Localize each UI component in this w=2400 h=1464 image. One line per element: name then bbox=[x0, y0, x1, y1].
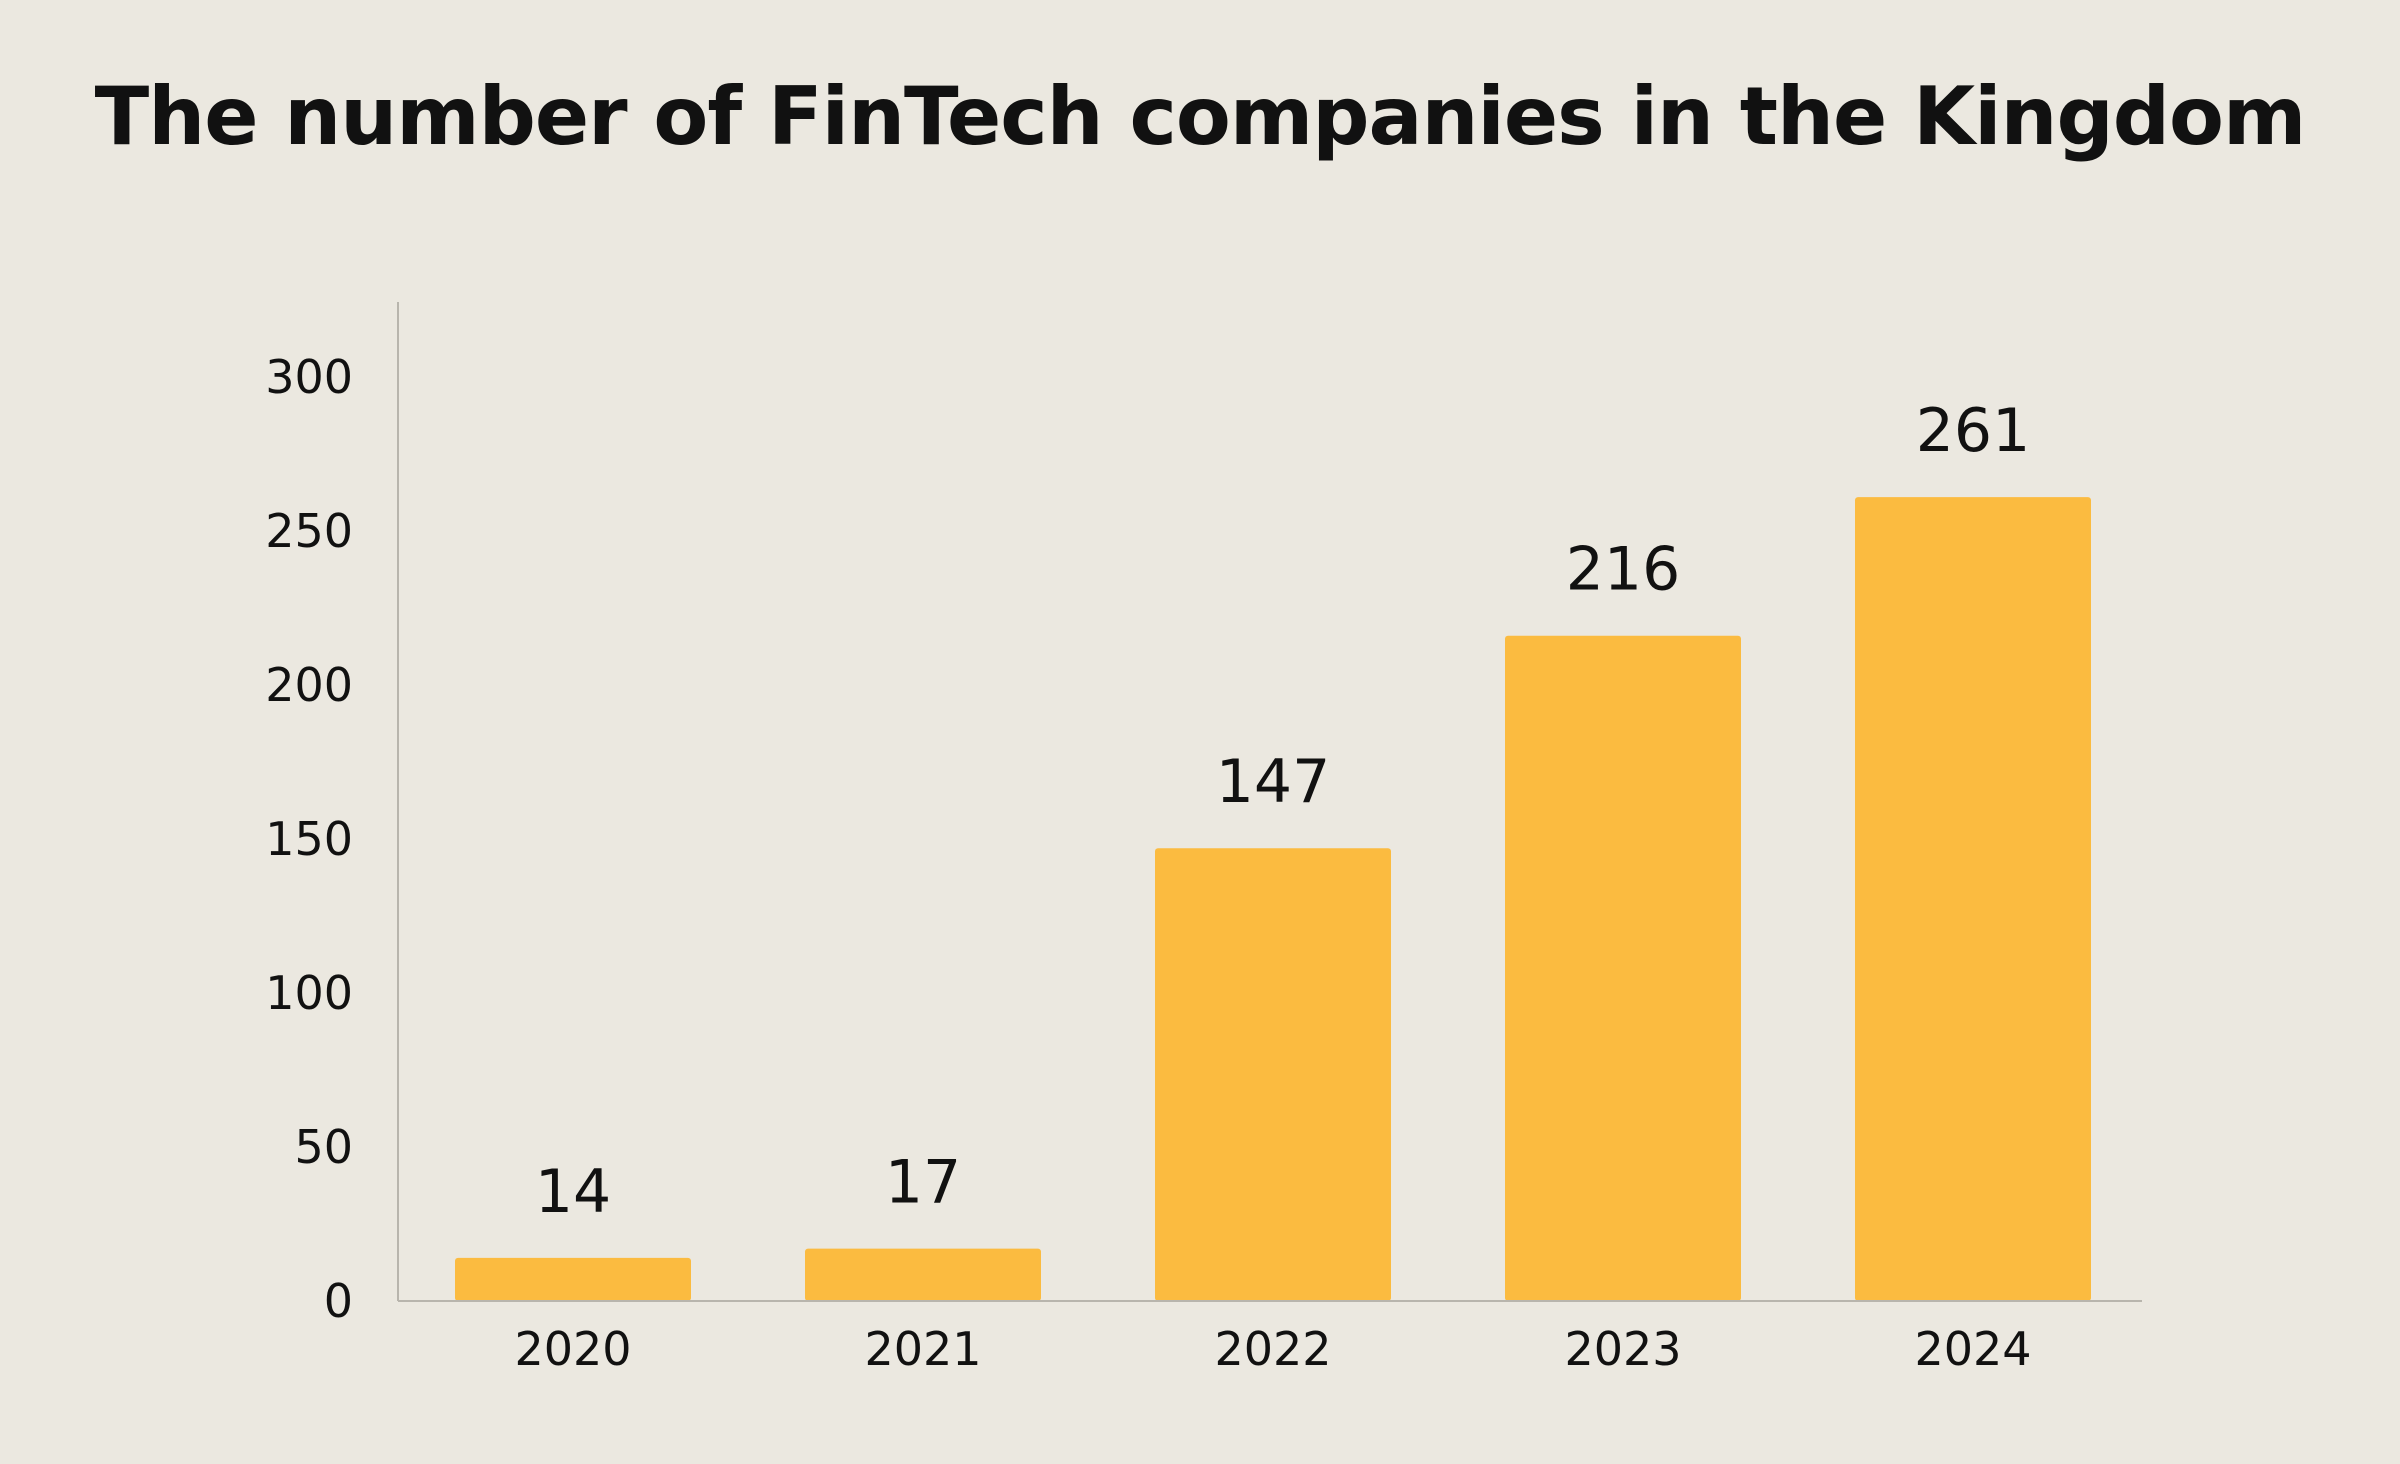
x-tick-label-2022: 2022 bbox=[1214, 1322, 1331, 1376]
data-label-2020: 14 bbox=[535, 1157, 611, 1227]
bar-2022[interactable] bbox=[1155, 848, 1391, 1301]
y-tick-label: 0 bbox=[324, 1274, 353, 1328]
x-tick-label-2021: 2021 bbox=[864, 1322, 981, 1376]
y-tick-label: 300 bbox=[265, 350, 353, 404]
data-label-2023: 216 bbox=[1566, 535, 1681, 605]
data-label-2024: 261 bbox=[1916, 396, 2031, 466]
y-tick-label: 50 bbox=[294, 1120, 353, 1174]
y-tick-label: 250 bbox=[265, 504, 353, 558]
bar-2023[interactable] bbox=[1505, 635, 1741, 1301]
x-tick-label-2024: 2024 bbox=[1914, 1322, 2031, 1376]
bar-2021[interactable] bbox=[805, 1248, 1041, 1301]
data-label-2021: 17 bbox=[885, 1148, 961, 1218]
y-axis-ticks: 0 50 100 150 200 250 300 bbox=[265, 350, 353, 1328]
bar-2024[interactable] bbox=[1855, 497, 2091, 1301]
bar-2020[interactable] bbox=[455, 1257, 691, 1301]
y-tick-label: 150 bbox=[265, 812, 353, 866]
chart-title: The number of FinTech companies in the K… bbox=[94, 70, 2307, 163]
x-tick-label-2020: 2020 bbox=[514, 1322, 631, 1376]
y-tick-label: 200 bbox=[265, 658, 353, 712]
x-tick-label-2023: 2023 bbox=[1564, 1322, 1681, 1376]
data-labels-group: 14 17 147 216 261 bbox=[535, 396, 2030, 1227]
bars-group bbox=[455, 497, 2091, 1301]
x-axis-ticks: 2020 2021 2022 2023 2024 bbox=[514, 1322, 2031, 1376]
y-tick-label: 100 bbox=[265, 966, 353, 1020]
data-label-2022: 147 bbox=[1216, 747, 1331, 817]
